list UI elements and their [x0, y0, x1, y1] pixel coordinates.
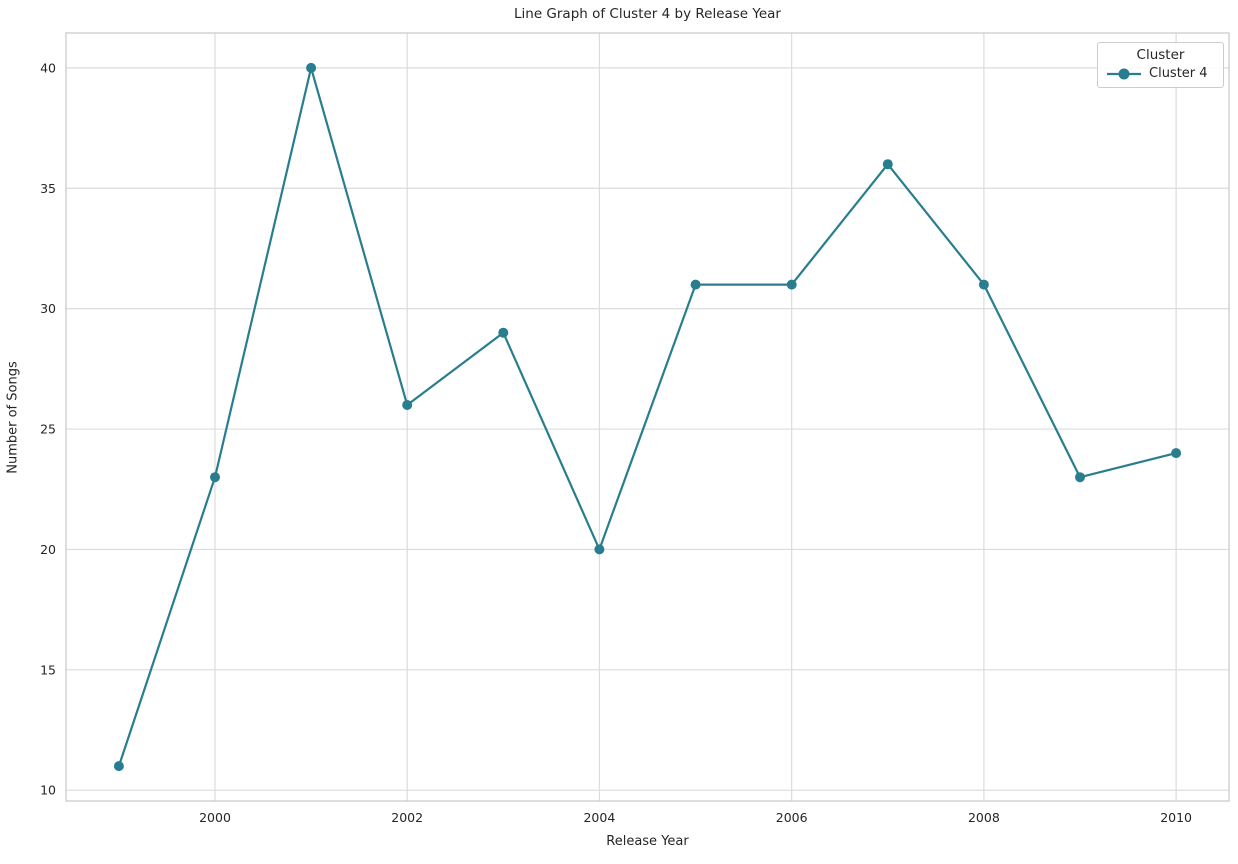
svg-text:2002: 2002 — [391, 810, 423, 825]
svg-text:2008: 2008 — [968, 810, 1000, 825]
chart-title: Line Graph of Cluster 4 by Release Year — [514, 6, 781, 22]
svg-text:2004: 2004 — [583, 810, 615, 825]
legend: Cluster Cluster 4 — [1097, 42, 1224, 88]
plot-border — [65, 32, 1230, 802]
svg-text:15: 15 — [40, 662, 56, 677]
x-axis-tick-labels: 2000 2002 2004 2006 2008 2010 — [199, 810, 1192, 825]
svg-text:40: 40 — [40, 60, 56, 75]
data-point-markers — [113, 62, 1182, 772]
svg-text:2010: 2010 — [1160, 810, 1192, 825]
y-axis-tick-labels: 10 15 20 25 30 35 40 — [40, 60, 56, 797]
x-axis-label: Release Year — [606, 834, 689, 849]
svg-text:25: 25 — [40, 422, 56, 437]
y-axis-label: Number of Songs — [5, 361, 21, 474]
svg-text:20: 20 — [40, 542, 56, 557]
legend-entry: Cluster 4 — [1106, 66, 1215, 81]
series-line — [117, 66, 1178, 768]
legend-line-marker-icon — [1107, 68, 1141, 79]
svg-text:35: 35 — [40, 181, 56, 196]
svg-text:2006: 2006 — [776, 810, 808, 825]
gridlines — [66, 33, 1229, 801]
svg-text:30: 30 — [40, 301, 56, 316]
svg-text:10: 10 — [40, 783, 56, 798]
legend-entry-label: Cluster 4 — [1149, 66, 1208, 81]
legend-title: Cluster — [1136, 47, 1185, 63]
svg-text:2000: 2000 — [199, 810, 231, 825]
